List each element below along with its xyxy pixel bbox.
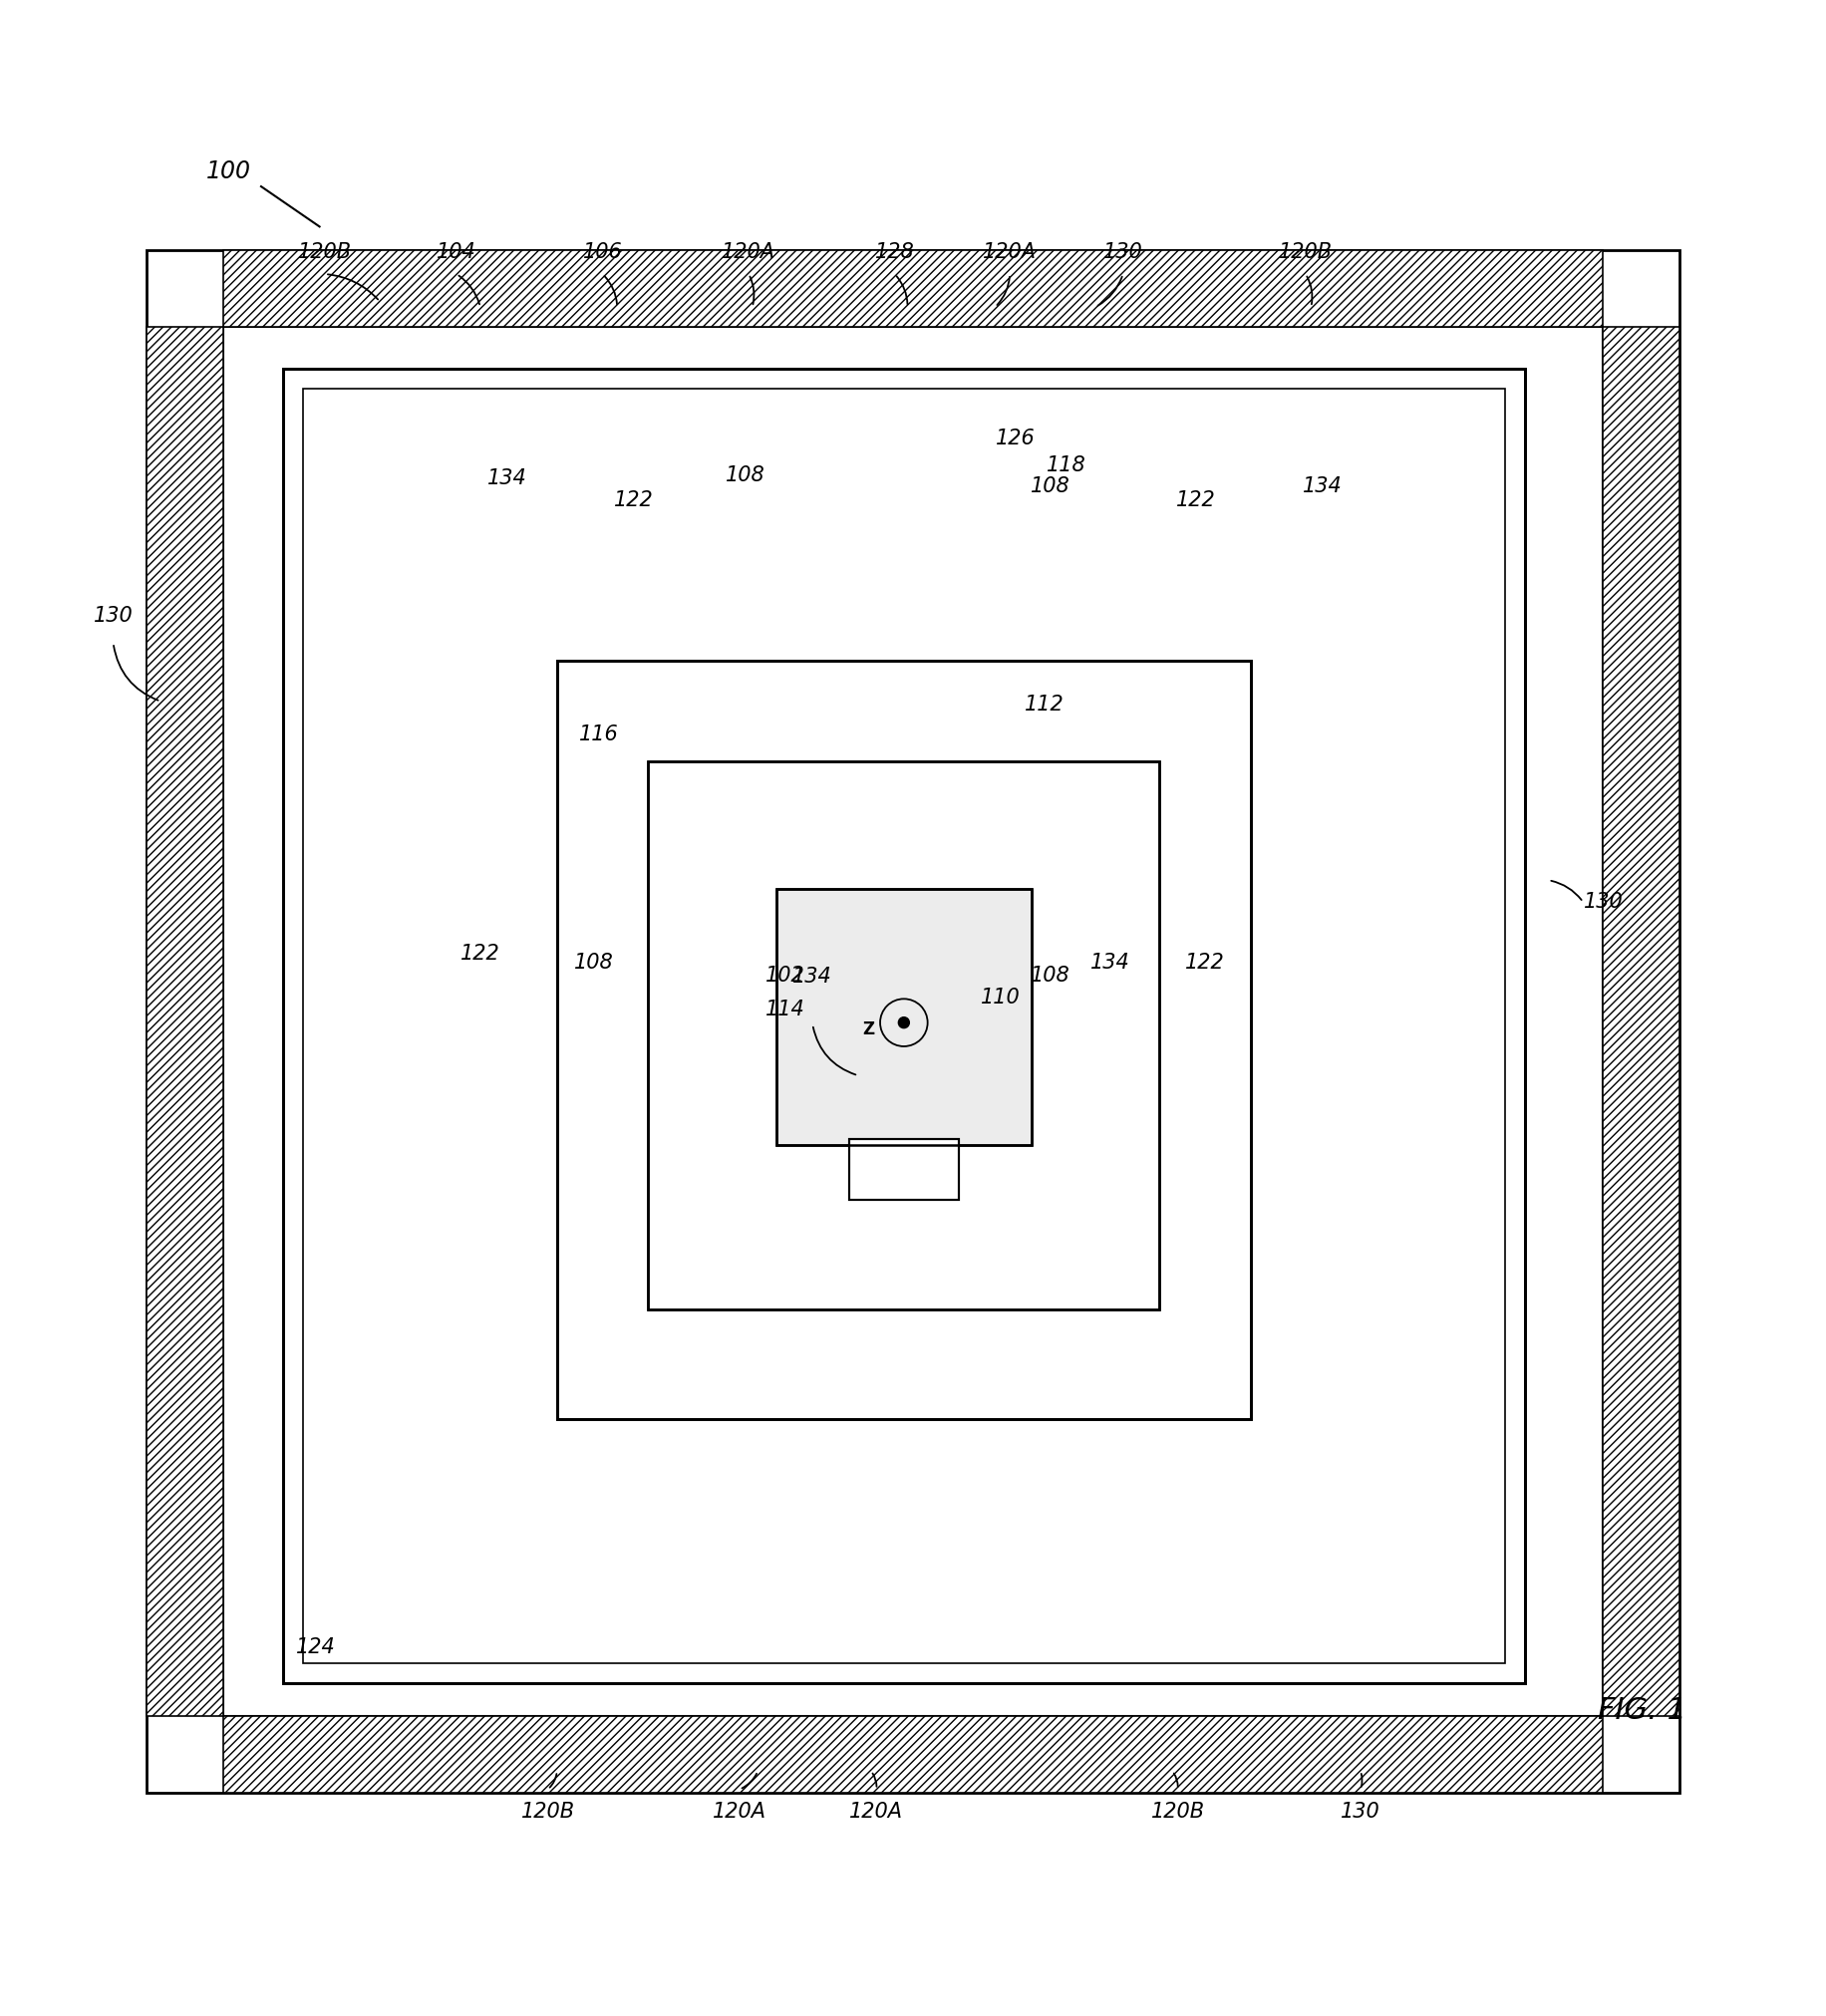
Text: Y: Y — [898, 881, 909, 899]
Text: 104: 104 — [436, 242, 477, 262]
Text: 120A: 120A — [849, 1802, 904, 1820]
Bar — [626, 661, 1181, 730]
Bar — [849, 1139, 959, 1200]
Text: 134: 134 — [1302, 476, 1342, 496]
Bar — [557, 661, 1251, 1419]
Text: 118: 118 — [1046, 456, 1086, 476]
Text: 108: 108 — [725, 466, 765, 486]
Text: 116: 116 — [579, 724, 619, 744]
Bar — [626, 1349, 1181, 1419]
Text: 120A: 120A — [982, 242, 1037, 262]
Bar — [433, 514, 807, 889]
Text: 134: 134 — [488, 468, 528, 488]
Text: 130: 130 — [1103, 242, 1143, 262]
Bar — [648, 762, 1160, 1308]
Bar — [283, 369, 1525, 1683]
Text: 126: 126 — [995, 429, 1035, 448]
Text: Z: Z — [862, 1020, 875, 1038]
Text: 130: 130 — [1583, 893, 1623, 911]
Bar — [849, 1139, 959, 1200]
Text: 120B: 120B — [520, 1802, 575, 1820]
Bar — [146, 327, 223, 1716]
Text: 100: 100 — [206, 159, 250, 183]
Bar — [648, 812, 699, 1258]
Bar — [146, 250, 1680, 1792]
Bar — [776, 889, 1032, 1145]
Bar — [557, 661, 1251, 1419]
Text: 106: 106 — [582, 242, 623, 262]
Text: 108: 108 — [573, 952, 614, 972]
Bar — [699, 1258, 1108, 1308]
Text: 130: 130 — [93, 605, 133, 625]
Bar — [1013, 514, 1388, 889]
Bar — [429, 514, 1379, 1528]
Text: 122: 122 — [1185, 952, 1225, 972]
Bar — [699, 762, 1108, 812]
Circle shape — [898, 1018, 909, 1028]
Text: 120B: 120B — [1150, 1802, 1205, 1820]
Text: 120B: 120B — [1278, 242, 1333, 262]
Text: 108: 108 — [1030, 476, 1070, 496]
Text: 120A: 120A — [721, 242, 776, 262]
Text: 110: 110 — [981, 988, 1021, 1008]
Bar — [648, 762, 1160, 1308]
Text: 128: 128 — [875, 242, 915, 262]
Text: 102: 102 — [765, 966, 805, 986]
Text: 124: 124 — [296, 1637, 336, 1657]
Text: FIG. 1: FIG. 1 — [1598, 1695, 1687, 1726]
Text: 122: 122 — [460, 943, 500, 964]
Bar — [1181, 730, 1251, 1349]
Bar — [557, 730, 626, 1349]
Text: 130: 130 — [1340, 1802, 1380, 1820]
Bar — [338, 452, 1470, 1619]
Bar — [223, 1716, 1603, 1792]
Bar — [223, 327, 1603, 1716]
Bar — [1603, 327, 1680, 1716]
Text: 112: 112 — [1024, 696, 1065, 716]
Text: 122: 122 — [1176, 490, 1216, 510]
Text: 134: 134 — [1090, 952, 1130, 972]
Bar — [283, 369, 1525, 1683]
Bar — [433, 1153, 807, 1528]
Text: 134: 134 — [792, 968, 833, 988]
Bar — [223, 250, 1603, 327]
Text: 108: 108 — [1030, 966, 1070, 986]
Text: 120A: 120A — [712, 1802, 767, 1820]
Bar — [1013, 1153, 1388, 1528]
Bar — [1108, 812, 1160, 1258]
Text: X: X — [1028, 1014, 1041, 1032]
Bar — [776, 889, 1032, 1145]
Bar — [303, 389, 1505, 1663]
Text: 120B: 120B — [298, 242, 352, 262]
Text: 114: 114 — [765, 1000, 805, 1020]
Text: 122: 122 — [614, 490, 654, 510]
